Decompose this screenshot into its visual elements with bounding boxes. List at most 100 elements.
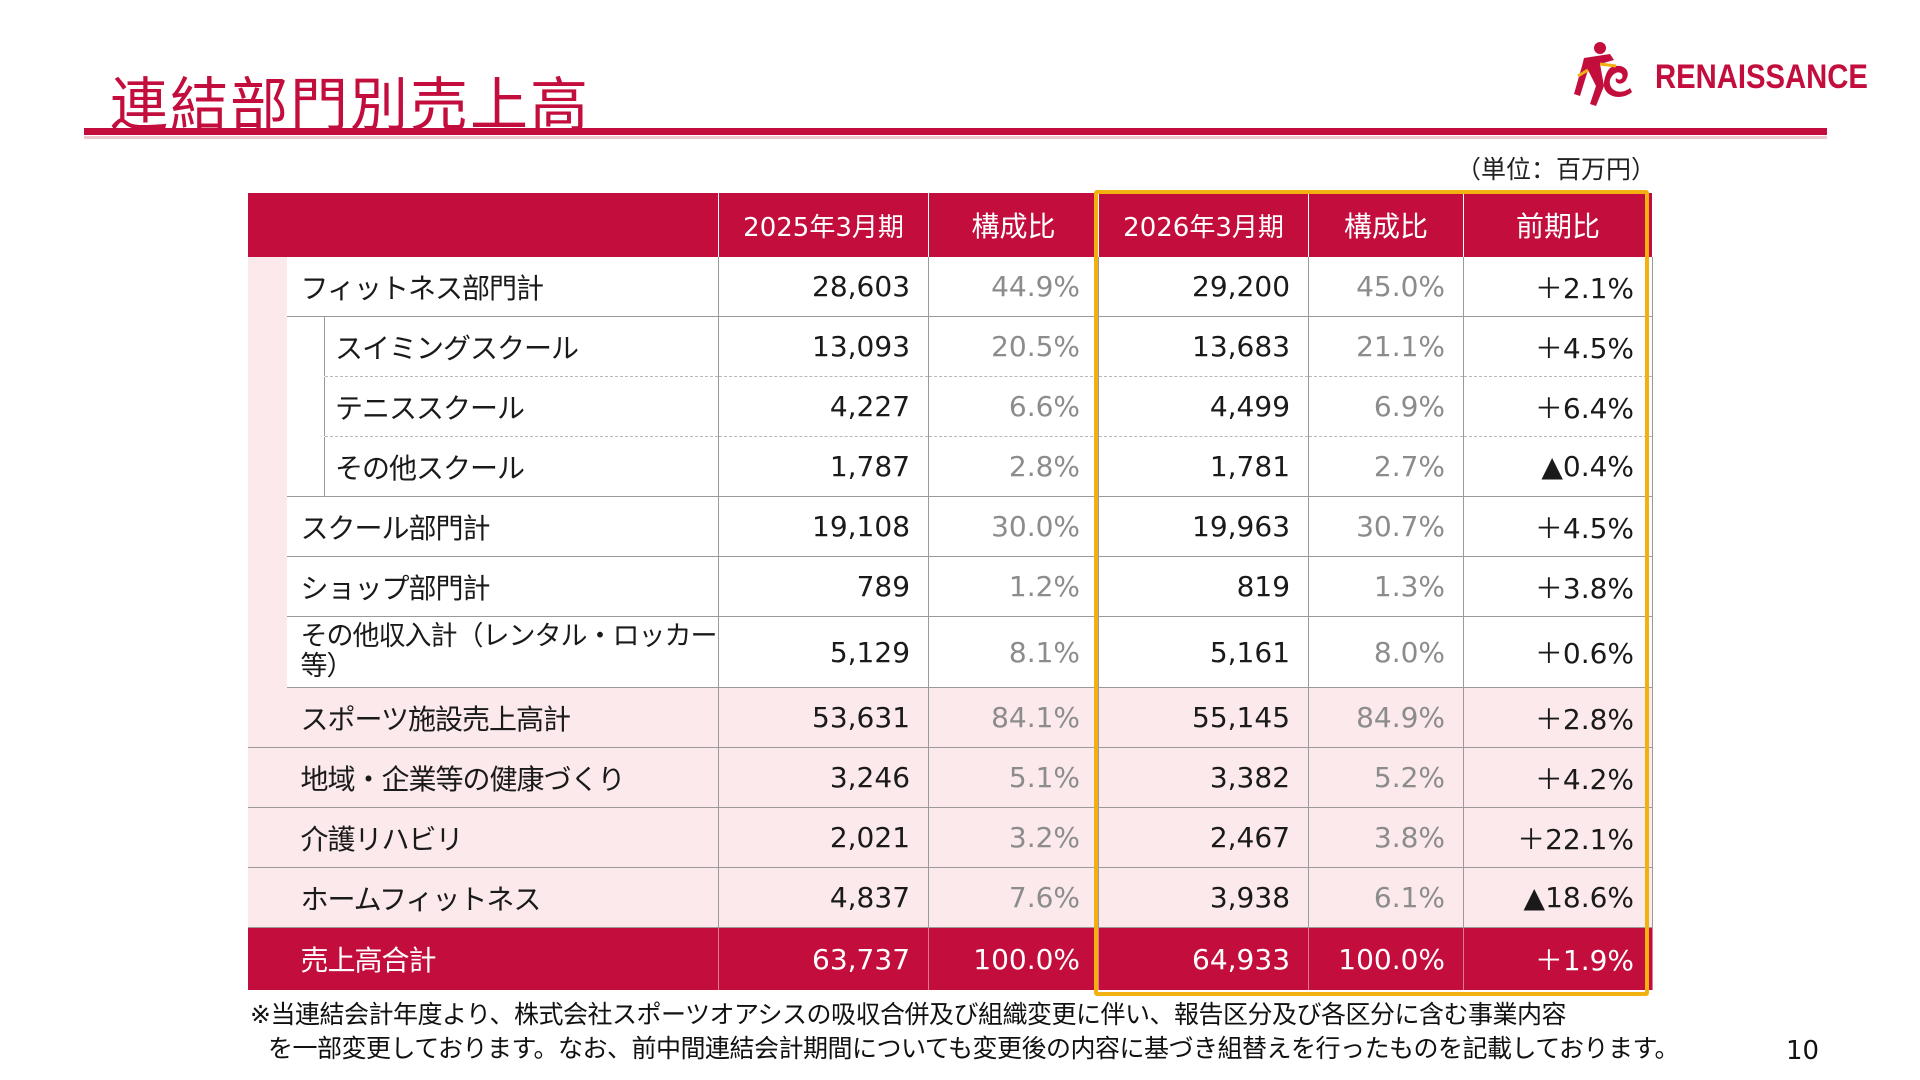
indent-cell <box>247 496 287 557</box>
ratio-2026: 8.0% <box>1308 616 1465 688</box>
title-underline <box>84 128 1827 135</box>
indent-cell <box>247 747 287 808</box>
ratio-2025: 84.1% <box>928 687 1100 748</box>
value-2025: 28,603 <box>718 257 930 317</box>
row-label: ショップ部門計 <box>286 556 720 617</box>
ratio-2025: 6.6% <box>928 376 1100 437</box>
header-label-cell <box>246 193 720 257</box>
row-label: ホームフィットネス <box>286 867 720 928</box>
value-2026: 5,161 <box>1098 616 1310 688</box>
table-total-row: 売上高合計 63,737 100.0% 64,933 100.0% ＋1.9% <box>247 927 1654 990</box>
ratio-2025: 5.1% <box>928 747 1100 808</box>
value-2025: 4,227 <box>718 376 930 437</box>
ratio-2026: 21.1% <box>1308 316 1465 377</box>
yoy-change: ＋2.1% <box>1463 257 1654 317</box>
row-label: フィットネス部門計 <box>286 257 720 317</box>
indent-cell <box>247 316 287 377</box>
ratio-2026: 30.7% <box>1308 496 1465 557</box>
header-ratio-2026: 構成比 <box>1308 193 1465 257</box>
yoy-change: ▲0.4% <box>1463 436 1654 497</box>
header-yoy: 前期比 <box>1463 193 1654 257</box>
footnote-line-2: を一部変更しております。なお、前中間連結会計期間についても変更後の内容に基づき組… <box>268 1034 1680 1063</box>
indent-cell <box>286 436 325 497</box>
sales-table-container: 2025年3月期 構成比 2026年3月期 構成比 前期比 フィットネス部門計 … <box>246 193 1654 990</box>
value-2026: 64,933 <box>1098 927 1310 990</box>
yoy-change: ＋3.8% <box>1463 556 1654 617</box>
table-row: ホームフィットネス 4,837 7.6% 3,938 6.1% ▲18.6% <box>247 867 1654 928</box>
footnote-line-1: ※当連結会計年度より、株式会社スポーツオアシスの吸収合併及び組織変更に伴い、報告… <box>250 1000 1566 1029</box>
table-row: その他スクール 1,787 2.8% 1,781 2.7% ▲0.4% <box>247 436 1654 497</box>
indent-cell <box>247 687 287 748</box>
value-2026: 55,145 <box>1098 687 1310 748</box>
ratio-2025: 2.8% <box>928 436 1100 497</box>
indent-cell <box>247 927 287 990</box>
value-2026: 3,382 <box>1098 747 1310 808</box>
table-row: ショップ部門計 789 1.2% 819 1.3% ＋3.8% <box>247 556 1654 617</box>
row-label: スクール部門計 <box>286 496 720 557</box>
value-2025: 3,246 <box>718 747 930 808</box>
ratio-2025: 100.0% <box>928 927 1100 990</box>
value-2026: 1,781 <box>1098 436 1310 497</box>
ratio-2026: 100.0% <box>1308 927 1465 990</box>
table-row: 介護リハビリ 2,021 3.2% 2,467 3.8% ＋22.1% <box>247 807 1654 868</box>
header-fy2025: 2025年3月期 <box>718 193 930 257</box>
ratio-2026: 6.1% <box>1308 867 1465 928</box>
ratio-2026: 1.3% <box>1308 556 1465 617</box>
unit-label: （単位：百万円） <box>1456 155 1657 184</box>
indent-cell <box>286 376 325 437</box>
ratio-2025: 1.2% <box>928 556 1100 617</box>
indent-cell <box>247 556 287 617</box>
row-label: スポーツ施設売上高計 <box>286 687 720 748</box>
ratio-2025: 8.1% <box>928 616 1100 688</box>
table-row: テニススクール 4,227 6.6% 4,499 6.9% ＋6.4% <box>247 376 1654 437</box>
value-2026: 19,963 <box>1098 496 1310 557</box>
ratio-2026: 3.8% <box>1308 807 1465 868</box>
value-2025: 2,021 <box>718 807 930 868</box>
yoy-change: ＋1.9% <box>1463 927 1654 990</box>
row-label: その他スクール <box>324 436 720 497</box>
value-2025: 789 <box>718 556 930 617</box>
page-number: 10 <box>1786 1036 1820 1066</box>
value-2025: 53,631 <box>718 687 930 748</box>
row-label: 売上高合計 <box>286 927 720 990</box>
value-2026: 13,683 <box>1098 316 1310 377</box>
value-2025: 13,093 <box>718 316 930 377</box>
row-label: 介護リハビリ <box>286 807 720 868</box>
row-label: その他収入計（レンタル・ロッカー等） <box>286 616 720 688</box>
row-label: テニススクール <box>324 376 720 437</box>
value-2026: 4,499 <box>1098 376 1310 437</box>
yoy-change: ＋4.5% <box>1463 316 1654 377</box>
header-ratio-2025: 構成比 <box>928 193 1100 257</box>
yoy-change: ＋4.2% <box>1463 747 1654 808</box>
table-header-row: 2025年3月期 構成比 2026年3月期 構成比 前期比 <box>246 193 1654 257</box>
table-row: フィットネス部門計 28,603 44.9% 29,200 45.0% ＋2.1… <box>247 257 1654 317</box>
header-fy2026: 2026年3月期 <box>1098 193 1310 257</box>
value-2026: 3,938 <box>1098 867 1310 928</box>
ratio-2026: 45.0% <box>1308 257 1465 317</box>
indent-cell <box>247 867 287 928</box>
ratio-2026: 84.9% <box>1308 687 1465 748</box>
value-2025: 1,787 <box>718 436 930 497</box>
sales-by-segment-table: 2025年3月期 構成比 2026年3月期 構成比 前期比 フィットネス部門計 … <box>246 193 1654 990</box>
ratio-2026: 6.9% <box>1308 376 1465 437</box>
ratio-2026: 5.2% <box>1308 747 1465 808</box>
value-2026: 2,467 <box>1098 807 1310 868</box>
title-underline-shadow <box>84 136 1827 139</box>
ratio-2025: 30.0% <box>928 496 1100 557</box>
row-label: スイミングスクール <box>324 316 720 377</box>
logo-wordmark: RENAISSANCE <box>1655 58 1868 96</box>
indent-cell <box>247 257 287 317</box>
indent-cell <box>286 316 325 377</box>
page-title: 連結部門別売上高 <box>110 71 591 139</box>
value-2025: 63,737 <box>718 927 930 990</box>
yoy-change: ＋22.1% <box>1463 807 1654 868</box>
yoy-change: ＋6.4% <box>1463 376 1654 437</box>
ratio-2026: 2.7% <box>1308 436 1465 497</box>
ratio-2025: 20.5% <box>928 316 1100 377</box>
table-row: スクール部門計 19,108 30.0% 19,963 30.7% ＋4.5% <box>247 496 1654 557</box>
renaissance-logo-icon <box>1574 42 1632 106</box>
table-row: 地域・企業等の健康づくり 3,246 5.1% 3,382 5.2% ＋4.2% <box>247 747 1654 808</box>
ratio-2025: 3.2% <box>928 807 1100 868</box>
ratio-2025: 7.6% <box>928 867 1100 928</box>
table-row: スポーツ施設売上高計 53,631 84.1% 55,145 84.9% ＋2.… <box>247 687 1654 748</box>
